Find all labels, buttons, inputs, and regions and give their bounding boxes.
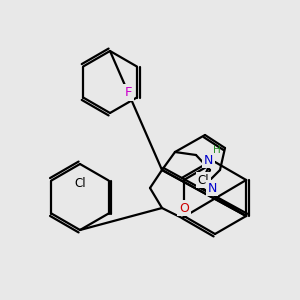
Text: N: N [207, 182, 217, 194]
Text: F: F [124, 86, 132, 99]
Text: Cl: Cl [74, 177, 86, 190]
Text: N: N [204, 154, 213, 166]
Text: O: O [179, 202, 189, 214]
Text: H: H [213, 145, 221, 155]
Text: Cl: Cl [198, 173, 209, 187]
